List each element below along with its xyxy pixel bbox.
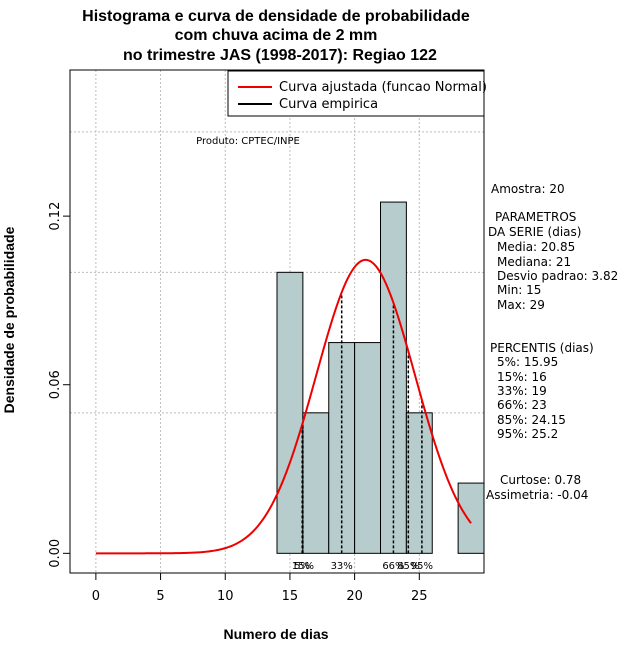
legend-label-empirical: Curva empirica <box>279 97 378 112</box>
percentile-label-5: 95% <box>411 561 433 572</box>
x-tick-label-0: 0 <box>92 589 100 604</box>
percentile-66: 66%: 23 <box>497 398 547 412</box>
x-tick-label-5: 25 <box>411 589 428 604</box>
skewness: Assimetria: -0.04 <box>486 488 588 502</box>
percentile-33: 33%: 19 <box>497 384 547 398</box>
x-axis-title: Numero de dias <box>223 626 328 642</box>
chart-title-line-1: Histograma e curva de densidade de proba… <box>82 8 470 25</box>
y-axis-title: Densidade de probabilidade <box>1 226 17 413</box>
percentile-labels: 5%15% 33% 66%85%95% <box>292 561 433 572</box>
histogram-bars <box>276 201 485 554</box>
normal-curve <box>95 258 472 555</box>
chart-title-line-3: no trimestre JAS (1998-2017): Regiao 122 <box>123 47 437 64</box>
legend-box <box>227 70 485 117</box>
x-axis: 0 5 10 15 20 25 <box>92 572 428 604</box>
y-axis: 0.00 0.06 0.12 <box>48 202 71 568</box>
x-tick-label-2: 10 <box>217 589 234 604</box>
y-tick-label-2: 0.12 <box>48 202 63 231</box>
percentile-95: 95%: 25.2 <box>497 427 558 441</box>
histogram-bar-3 <box>354 342 381 554</box>
histogram-bar-1 <box>302 412 330 554</box>
x-tick-label-4: 20 <box>346 589 363 604</box>
percentile-label-1: 15% <box>292 561 314 572</box>
percentile-label-2: 33% <box>331 561 353 572</box>
percentile-lines <box>301 292 423 554</box>
x-tick-label-3: 15 <box>282 589 299 604</box>
percentile-label-0: 5% <box>294 561 310 572</box>
chart-title-line-2: com chuva acima de 2 mm <box>175 27 378 44</box>
sample-size: Amostra: 20 <box>491 182 565 196</box>
stat-median: Mediana: 21 <box>497 255 571 269</box>
stat-min: Min: 15 <box>497 283 541 297</box>
percentile-15: 15%: 16 <box>497 370 547 384</box>
percentiles-title: PERCENTIS (dias) <box>490 341 594 355</box>
histogram-bar-0 <box>276 271 304 554</box>
legend-label-normal: Curva ajustada (funcao Normal) <box>279 80 487 95</box>
y-tick-label-1: 0.06 <box>48 370 63 399</box>
legend: Curva ajustada (funcao Normal) Curva emp… <box>227 70 487 117</box>
percentile-label-4: 85% <box>397 561 419 572</box>
percentile-label-3: 66% <box>382 561 404 572</box>
y-tick-label-0: 0.00 <box>48 539 63 568</box>
histogram-bar-7 <box>457 482 485 554</box>
x-tick-label-1: 5 <box>156 589 164 604</box>
product-annotation: Produto: CPTEC/INPE <box>196 136 300 147</box>
parameters-title: PARAMETROS <box>495 210 576 224</box>
percentile-85: 85%: 24.15 <box>497 413 566 427</box>
statistics-panel: Amostra: 20 PARAMETROS DA SERIE (dias) M… <box>486 182 618 502</box>
histogram-bar-5 <box>405 412 433 554</box>
stat-max: Max: 29 <box>497 298 545 312</box>
percentile-5: 5%: 15.95 <box>497 355 558 369</box>
kurtosis: Curtose: 0.78 <box>500 473 581 487</box>
stat-stddev: Desvio padrao: 3.82 <box>497 269 618 283</box>
stat-mean: Media: 20.85 <box>497 240 575 254</box>
parameters-subtitle: DA SERIE (dias) <box>488 225 581 239</box>
